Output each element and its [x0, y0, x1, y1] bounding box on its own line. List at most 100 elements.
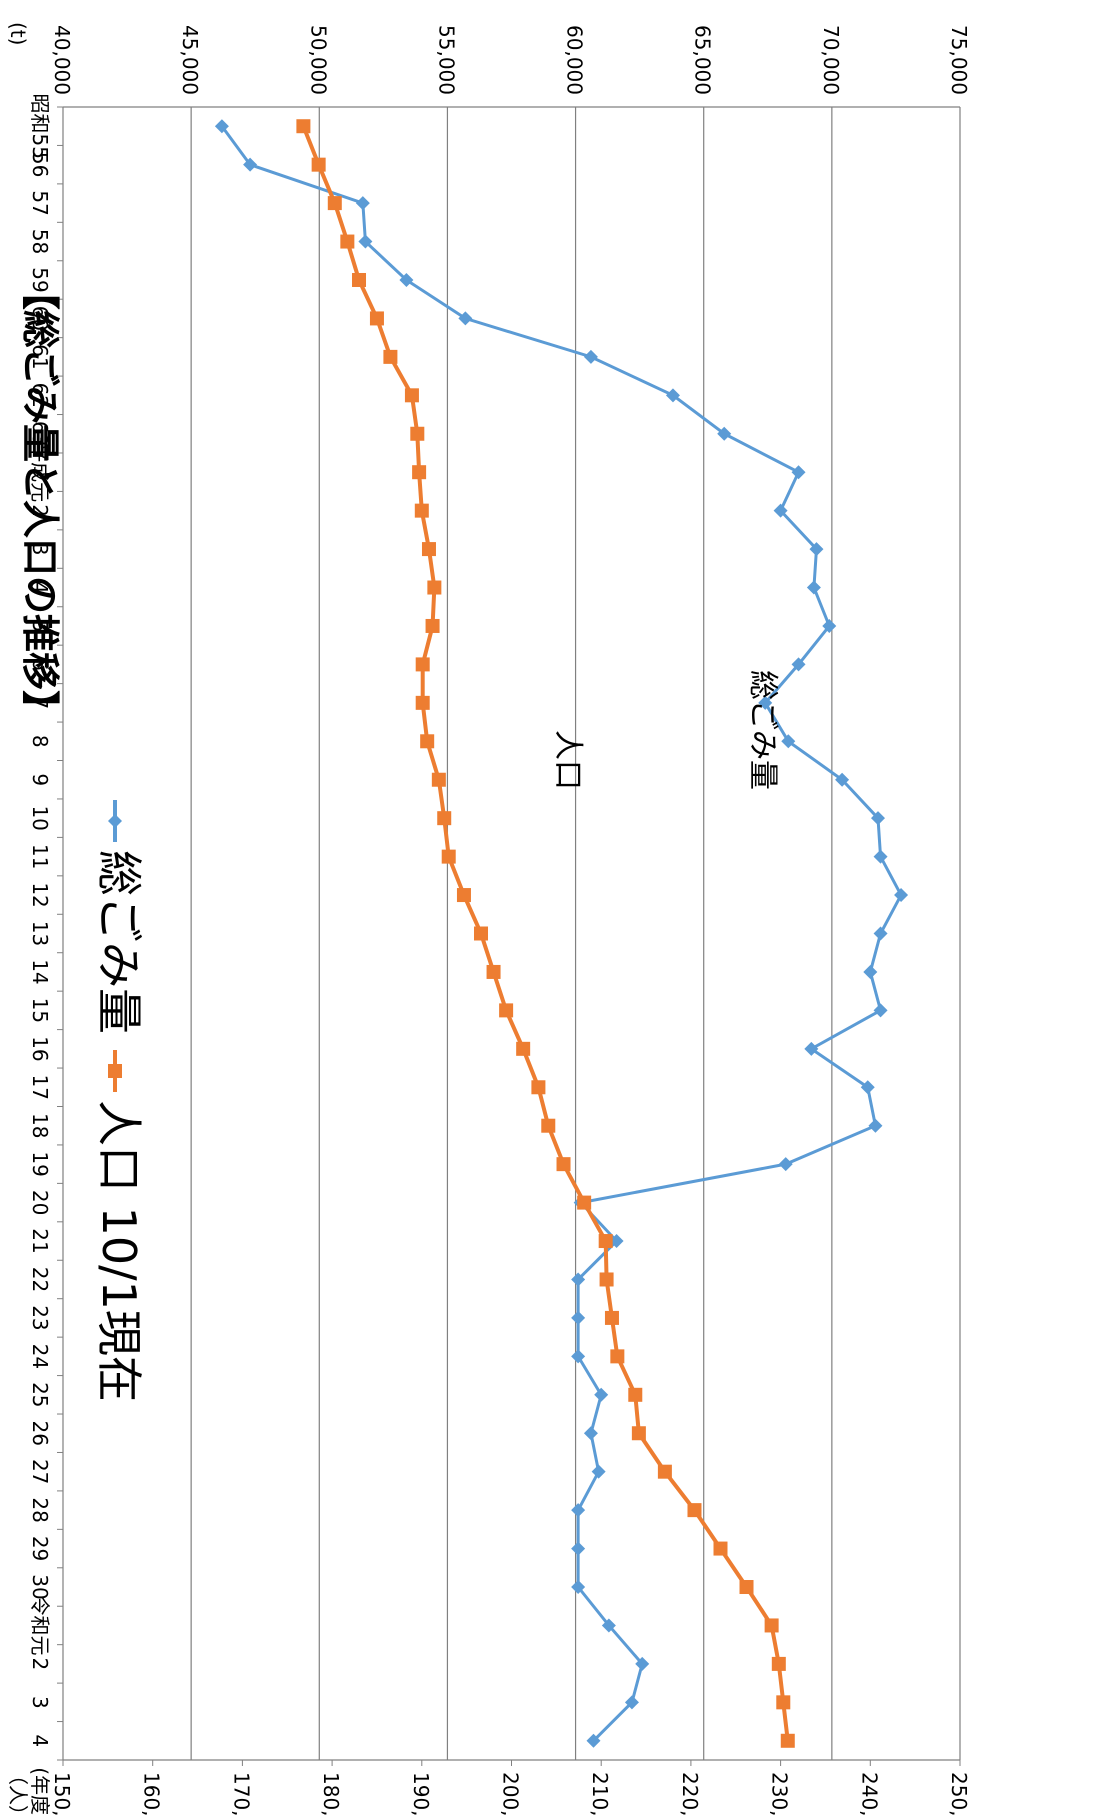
data-point: [771, 1656, 786, 1671]
data-point: [778, 1157, 793, 1172]
data-point: [806, 580, 821, 595]
data-point: [415, 657, 430, 672]
x-tick-label: 8: [28, 735, 52, 748]
x-tick-label: 昭和55: [28, 93, 52, 158]
left-tick-label: 50,000: [306, 25, 330, 95]
x-tick-label: 59: [28, 267, 52, 292]
x-tick-label: 3: [28, 1696, 52, 1709]
x-tick-label: 12: [28, 882, 52, 907]
x-tick-label: 15: [28, 998, 52, 1023]
x-tick-label: 2: [28, 504, 52, 517]
data-point: [687, 1503, 702, 1518]
data-point: [610, 1349, 625, 1364]
data-point: [410, 426, 425, 441]
data-point: [739, 1580, 754, 1595]
x-tick-label: 23: [28, 1305, 52, 1330]
series-annotation: 人口: [550, 730, 585, 790]
series-annotation: 総ごみ量: [745, 670, 780, 790]
x-tick-label: 18: [28, 1113, 52, 1138]
data-point: [541, 1118, 556, 1133]
right-tick-label: 170,000: [229, 1772, 253, 1815]
data-point: [873, 849, 888, 864]
data-point: [531, 1080, 546, 1095]
x-tick-label: 21: [28, 1228, 52, 1253]
right-tick-label: 160,000: [140, 1772, 164, 1815]
data-point: [713, 1541, 728, 1556]
data-point: [577, 1195, 592, 1210]
legend-label: 人口 10/1現在: [92, 1100, 146, 1402]
data-point: [628, 1387, 643, 1402]
data-point: [352, 272, 367, 287]
x-tick-label: 13: [28, 921, 52, 946]
data-point: [399, 272, 414, 287]
data-point: [369, 311, 384, 326]
data-point: [591, 1464, 606, 1479]
right-tick-label: 200,000: [499, 1772, 523, 1815]
x-tick-label: 20: [28, 1190, 52, 1215]
right-tick-label: 180,000: [319, 1772, 343, 1815]
data-point: [571, 1272, 586, 1287]
x-tick-label: 61: [28, 344, 52, 369]
legend-marker: [108, 1064, 122, 1078]
data-point: [894, 888, 909, 903]
plot-area: 40,000 45,000 50,000 55,000 60,000 65,000 70,0…: [6, 22, 971, 1819]
data-point: [458, 311, 473, 326]
left-tick-label: 70,000: [819, 25, 843, 95]
x-tick-label: 56: [28, 152, 52, 177]
x-tick-label: 11: [28, 844, 52, 869]
chart-title: 【総ごみ量と人口の推移】: [18, 272, 62, 728]
right-tick-label: 150,000: [50, 1772, 74, 1815]
x-tick-label: 4: [28, 1734, 52, 1747]
x-tick-label: 27: [28, 1459, 52, 1484]
data-point: [609, 1234, 624, 1249]
x-tick-label: 10: [28, 805, 52, 830]
data-point: [599, 1272, 614, 1287]
data-point: [421, 542, 436, 557]
data-point: [358, 234, 373, 249]
x-tick-label: 平成元: [28, 442, 52, 502]
data-point: [583, 349, 598, 364]
data-point: [437, 811, 452, 826]
x-tick-label: 16: [28, 1036, 52, 1061]
data-point: [571, 1503, 586, 1518]
data-point: [873, 1003, 888, 1018]
data-point: [604, 1310, 619, 1325]
left-tick-label: 65,000: [691, 25, 715, 95]
left-tick-label: 45,000: [178, 25, 202, 95]
data-point: [414, 503, 429, 518]
left-tick-label: 40,000: [50, 25, 74, 95]
x-tick-label: 26: [28, 1421, 52, 1446]
x-tick-label: 4: [28, 581, 52, 594]
data-point: [556, 1157, 571, 1172]
right-tick-label: 230,000: [768, 1772, 792, 1815]
data-point: [431, 772, 446, 787]
data-point: [427, 580, 442, 595]
data-point: [631, 1426, 646, 1441]
right-tick-label: 220,000: [678, 1772, 702, 1815]
data-point: [499, 1003, 514, 1018]
x-tick-label: 28: [28, 1497, 52, 1522]
data-point: [355, 196, 370, 211]
right-tick-label: 250,000: [947, 1772, 971, 1815]
x-tick-label: 14: [28, 959, 52, 984]
data-point: [412, 465, 427, 480]
x-tick-label: 17: [28, 1075, 52, 1100]
x-tick-label: 30: [28, 1574, 52, 1599]
left-unit-label: (t): [6, 22, 30, 45]
data-point: [420, 734, 435, 749]
data-point: [571, 1349, 586, 1364]
data-point: [214, 119, 229, 134]
data-point: [311, 157, 326, 172]
data-point: [441, 849, 456, 864]
data-point: [781, 734, 796, 749]
left-tick-label: 55,000: [434, 25, 458, 95]
data-point: [873, 926, 888, 941]
data-point: [583, 1426, 598, 1441]
data-point: [791, 465, 806, 480]
x-tick-label: 2: [28, 1658, 52, 1671]
x-tick-label: 24: [28, 1344, 52, 1369]
data-point: [486, 964, 501, 979]
x-tick-label: 57: [28, 190, 52, 215]
